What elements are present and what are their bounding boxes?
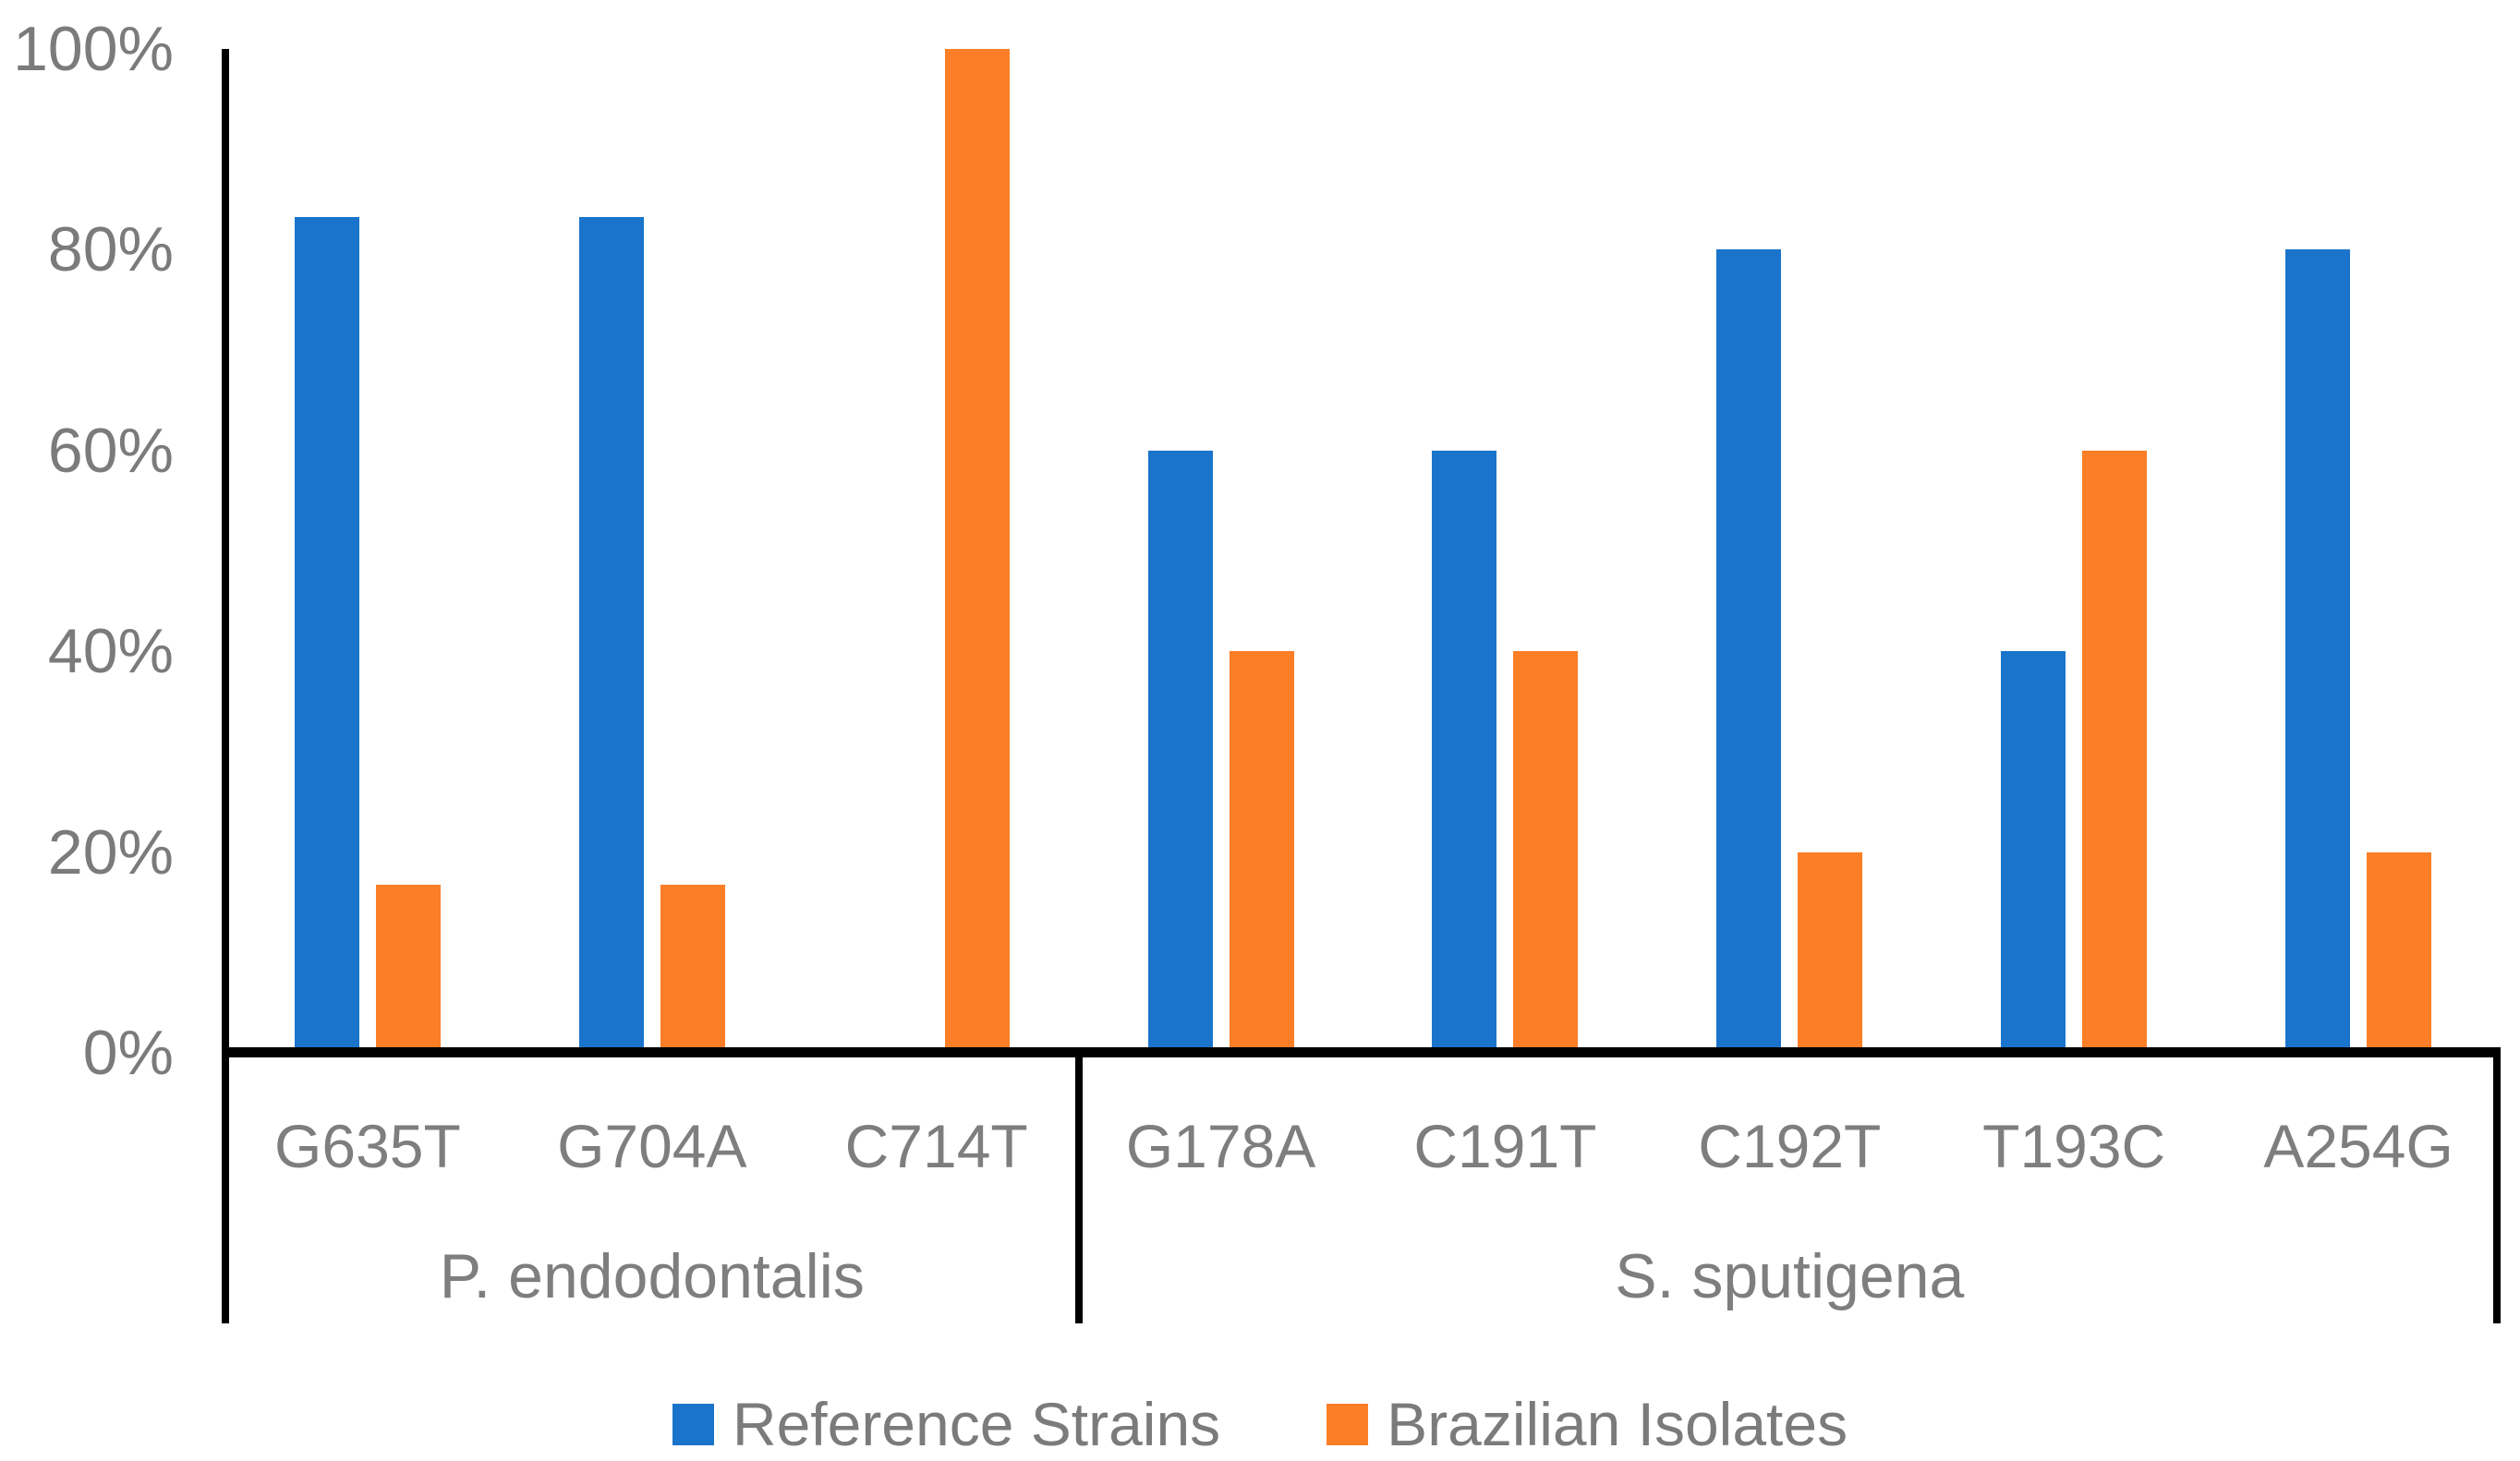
bar-brazilian-isolates-g704a [660, 885, 725, 1053]
y-tick-label-60: 60% [47, 415, 174, 486]
bar-reference-strains-g635t [294, 216, 359, 1053]
legend-item-brazilian-isolates: Brazilian Isolates [1327, 1391, 1848, 1457]
legend-swatch-brazilian-isolates [1327, 1403, 1369, 1445]
y-tick-label-20: 20% [47, 816, 174, 887]
category-label-g635t: G635T [274, 1112, 461, 1180]
x-axis-line [222, 1047, 2501, 1057]
y-tick-label-100: 100% [13, 14, 174, 84]
bar-reference-strains-g704a [578, 216, 644, 1053]
bar-brazilian-isolates-c191t [1513, 651, 1579, 1053]
category-label-g704a: G704A [557, 1112, 747, 1180]
group-divider-line [1074, 1053, 1083, 1323]
category-label-t193c: T193C [1982, 1112, 2166, 1180]
group-label-s-sputigena: S. sputigena [1615, 1241, 1965, 1311]
y-tick-label-80: 80% [47, 214, 174, 285]
bar-reference-strains-t193c [2001, 651, 2066, 1053]
bar-brazilian-isolates-g635t [375, 885, 441, 1053]
legend-label-brazilian-isolates: Brazilian Isolates [1387, 1390, 1848, 1458]
group-label-p-endodontalis: P. endodontalis [439, 1241, 865, 1311]
category-band-right-border [2493, 1053, 2501, 1323]
category-label-g178a: G178A [1125, 1112, 1316, 1180]
bar-reference-strains-c191t [1432, 450, 1497, 1053]
category-label-a254g: A254G [2263, 1112, 2453, 1180]
bar-reference-strains-a254g [2285, 249, 2351, 1053]
bar-reference-strains-c192t [1716, 249, 1782, 1053]
y-tick-label-40: 40% [47, 616, 174, 687]
bar-brazilian-isolates-g178a [1229, 651, 1294, 1053]
legend: Reference Strains Brazilian Isolates [0, 1391, 2520, 1457]
y-axis-line [222, 49, 229, 1323]
bar-brazilian-isolates-c714t [944, 49, 1010, 1053]
category-label-c192t: C192T [1698, 1112, 1882, 1180]
category-label-c191t: C191T [1413, 1112, 1597, 1180]
bar-brazilian-isolates-a254g [2367, 851, 2432, 1053]
legend-label-reference-strains: Reference Strains [732, 1390, 1221, 1458]
bar-brazilian-isolates-c192t [1798, 851, 1863, 1053]
bar-brazilian-isolates-t193c [2082, 450, 2148, 1053]
y-tick-label-0: 0% [82, 1018, 174, 1088]
category-label-c714t: C714T [844, 1112, 1028, 1180]
legend-swatch-reference-strains [672, 1403, 714, 1445]
bar-reference-strains-g178a [1147, 450, 1213, 1053]
legend-item-reference-strains: Reference Strains [672, 1391, 1220, 1457]
